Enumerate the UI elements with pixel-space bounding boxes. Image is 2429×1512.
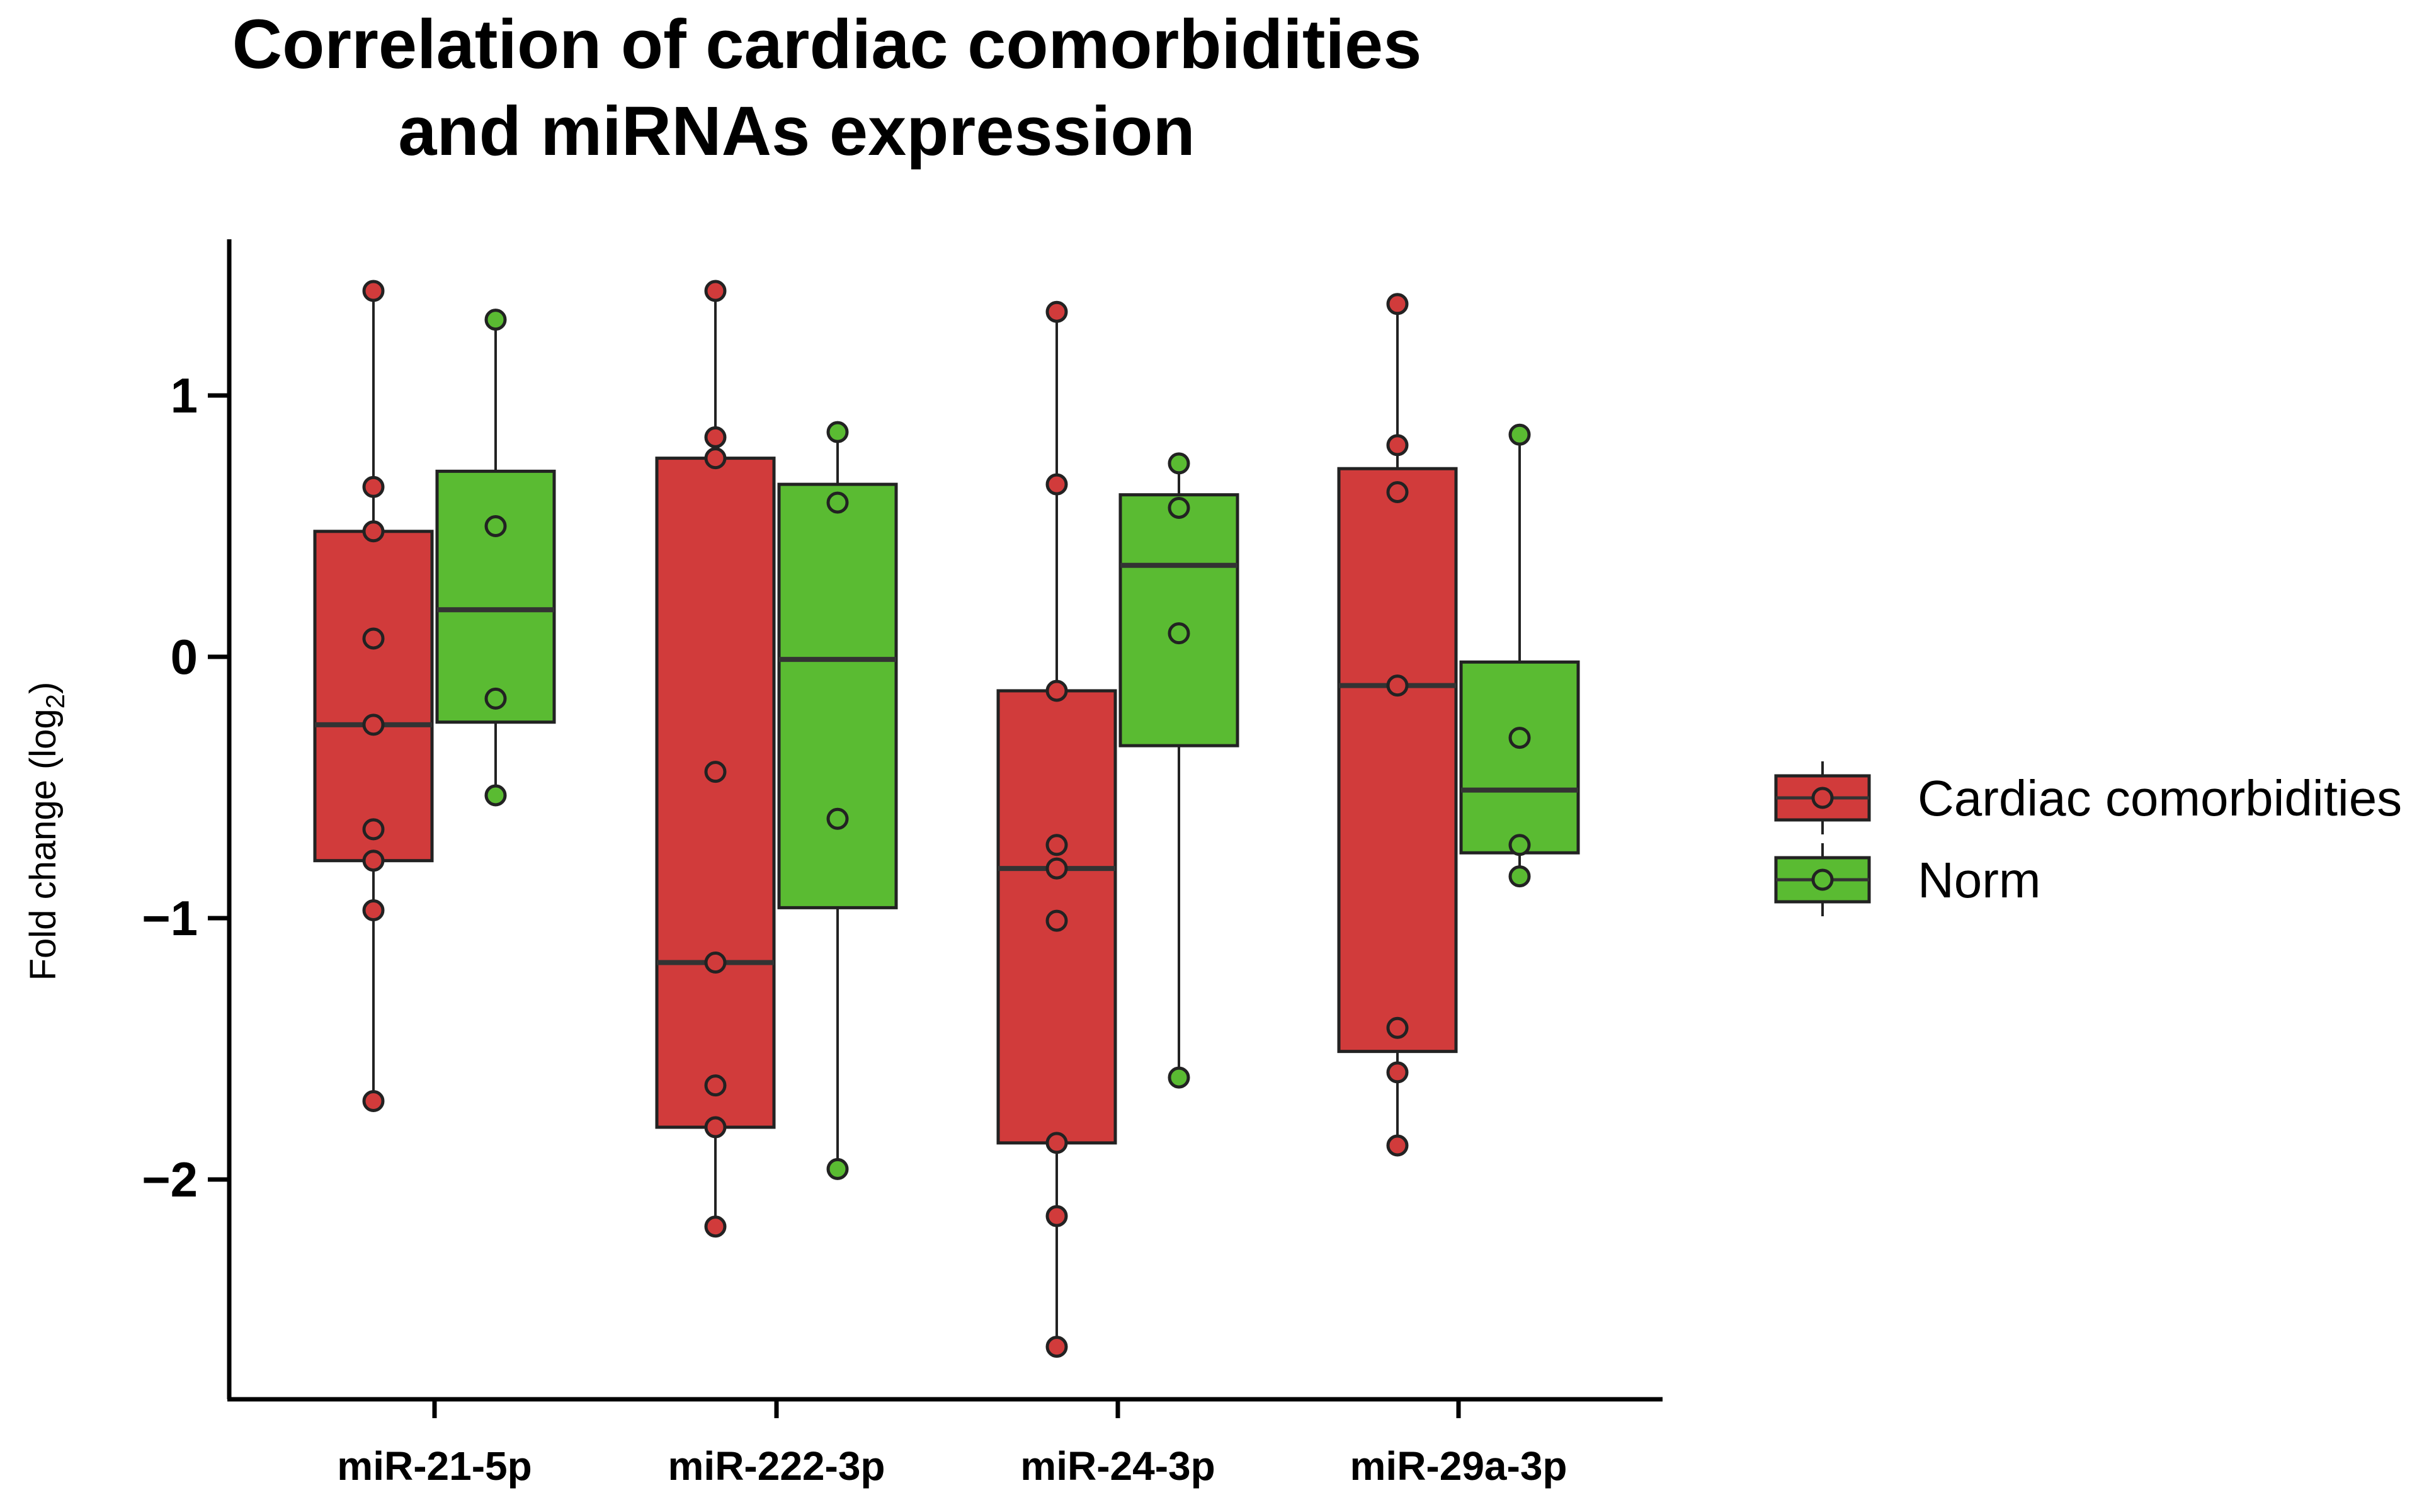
data-point [362,520,385,543]
data-point [1045,473,1068,496]
data-point [1386,293,1409,315]
legend: Cardiac comorbidities Norm [1774,761,2402,916]
box [655,457,776,1129]
legend-point [1811,868,1834,891]
legend-point [1811,787,1834,809]
data-point [704,1215,727,1238]
data-point [484,687,507,710]
data-point [362,1090,385,1112]
y-tick-label: −1 [142,890,198,946]
data-point [1508,834,1531,856]
data-point [826,1157,849,1180]
data-point [704,447,727,470]
x-tick-label: miR-21-5p [337,1443,532,1489]
data-point [826,807,849,830]
data-point [704,426,727,448]
data-point [1045,857,1068,880]
y-axis-label: Fold change (log2) [23,682,70,981]
chart-title-line-2: and miRNAs expression [398,93,1195,170]
chart-title-line-1: Correlation of cardiac comorbidities [232,6,1422,83]
data-point [1168,452,1190,475]
data-point [826,421,849,443]
data-point [1508,727,1531,749]
y-axis-label-main: Fold change (log [23,708,64,981]
data-point [704,1074,727,1097]
data-point [1168,622,1190,645]
data-point [484,784,507,807]
x-tick-label: miR-222-3p [668,1443,885,1489]
data-point [826,491,849,514]
data-point [1045,834,1068,856]
data-point [1045,909,1068,932]
data-point [362,850,385,872]
data-point [704,761,727,783]
box [777,482,898,909]
data-point [1386,434,1409,457]
data-point [362,475,385,498]
data-point [1045,300,1068,323]
data-point [1045,1336,1068,1358]
box [1459,660,1580,855]
data-point [1508,423,1531,446]
data-point [1386,1134,1409,1157]
data-point [1386,1061,1409,1084]
data-point [1045,1132,1068,1154]
x-tick-label: miR-29a-3p [1350,1443,1567,1489]
data-point [1045,1205,1068,1227]
data-point [1386,674,1409,697]
data-point [362,818,385,841]
data-point [1386,1016,1409,1039]
data-point [1508,865,1531,888]
box [1337,467,1458,1054]
plot-area: 1 0 −1 −2 miR-21-5p miR-222-3p miR-24-3p miR-29… [142,239,1663,1489]
data-point [1386,481,1409,504]
legend-label: Cardiac comorbidities [1918,770,2402,826]
data-point [704,1116,727,1139]
y-tick-label: 0 [171,629,198,685]
data-point [1168,1066,1190,1089]
data-point [1168,496,1190,519]
box [435,469,556,724]
box [1118,493,1239,747]
y-axis-label-subscript: 2 [40,694,70,708]
data-point [704,280,727,302]
data-point [362,713,385,736]
legend-label: Norm [1918,852,2041,908]
y-tick-label: −2 [142,1152,198,1207]
data-point [484,309,507,331]
box [313,530,434,863]
y-axis-label-close: ) [23,682,64,694]
data-point [1045,679,1068,702]
data-point [362,899,385,922]
data-point [362,627,385,650]
y-tick-label: 1 [171,368,198,423]
data-point [484,515,507,537]
x-tick-label: miR-24-3p [1020,1443,1215,1489]
data-point [362,280,385,302]
data-point [704,952,727,974]
